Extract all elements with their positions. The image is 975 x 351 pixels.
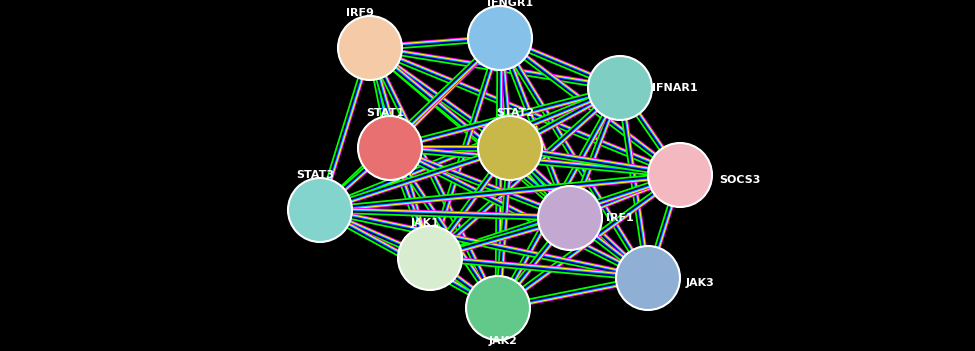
Circle shape	[648, 143, 712, 207]
Text: IFNGR1: IFNGR1	[487, 0, 533, 8]
Circle shape	[466, 276, 530, 340]
Text: JAK2: JAK2	[488, 336, 518, 346]
Text: STAT3: STAT3	[296, 170, 334, 180]
Text: SOCS3: SOCS3	[720, 175, 760, 185]
Circle shape	[538, 186, 602, 250]
Text: IRF1: IRF1	[606, 213, 634, 223]
Text: JAK3: JAK3	[685, 278, 715, 288]
Text: STAT2: STAT2	[496, 108, 534, 118]
Circle shape	[478, 116, 542, 180]
Circle shape	[468, 6, 532, 70]
Circle shape	[288, 178, 352, 242]
Text: IFNAR1: IFNAR1	[652, 83, 698, 93]
Circle shape	[398, 226, 462, 290]
Circle shape	[358, 116, 422, 180]
Text: IRF9: IRF9	[346, 8, 374, 18]
Circle shape	[338, 16, 402, 80]
Circle shape	[616, 246, 680, 310]
Circle shape	[588, 56, 652, 120]
Text: STAT1: STAT1	[366, 108, 404, 118]
Text: JAK1: JAK1	[410, 218, 440, 228]
